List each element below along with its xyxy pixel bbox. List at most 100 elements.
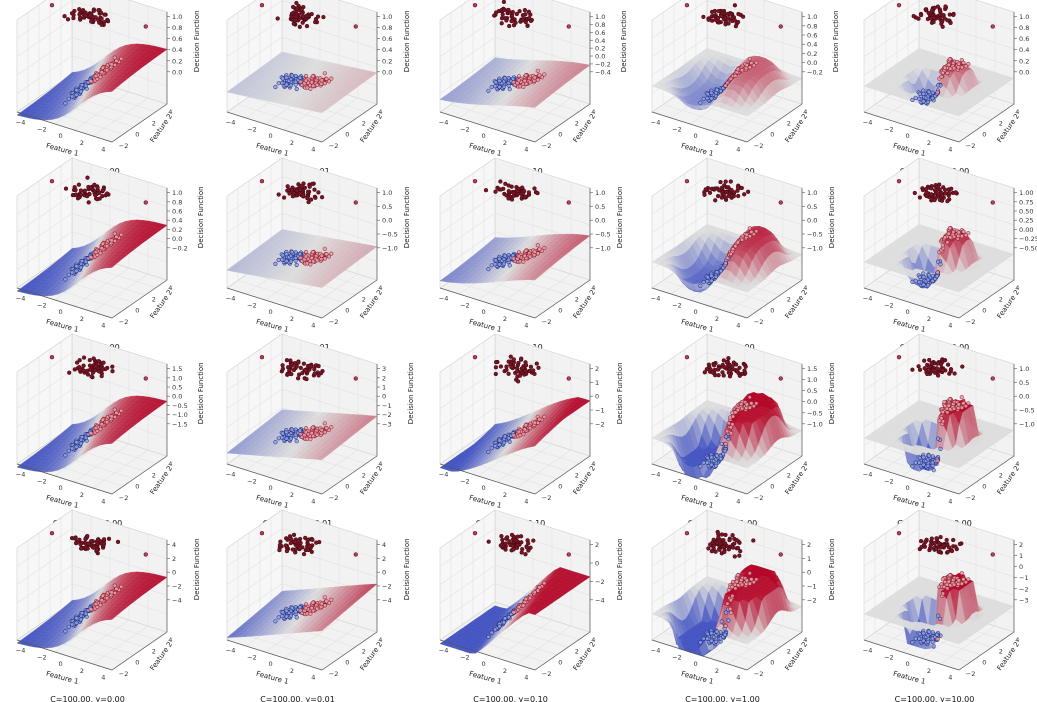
x-tick-label: 2	[715, 139, 719, 147]
x-tick-label: 2	[927, 667, 931, 675]
y-axis-label: Feature 2	[359, 112, 385, 144]
y-tick-label: 2	[152, 647, 156, 655]
y-tick-label: 4	[378, 284, 382, 292]
x-axis-label: Feature 1	[892, 318, 926, 334]
z-tick-label: 0.8	[172, 198, 182, 206]
x-tick-label: −4	[651, 647, 661, 655]
z-tick-label: 1.00	[1019, 189, 1033, 197]
z-tick-label: 0.0	[382, 217, 392, 225]
y-tick-label: 2	[362, 119, 366, 127]
x-tick-label: −4	[439, 647, 449, 655]
z-tick-label: 1.0	[595, 189, 605, 197]
y-tick-label: −2	[754, 494, 764, 502]
x-tick-label: 0	[59, 132, 63, 140]
y-tick-label: −2	[119, 670, 129, 678]
x-tick-label: 0	[59, 660, 63, 668]
x-tick-label: 0	[482, 484, 486, 492]
x-tick-label: 2	[927, 315, 931, 323]
y-tick-label: −2	[329, 142, 339, 150]
z-tick-label: 1	[595, 379, 599, 387]
y-axis-label: Feature 2	[784, 640, 810, 672]
axes	[16, 12, 168, 143]
z-tick-label: 0	[1019, 563, 1023, 571]
subplot-title: C=100.00, γ=0.01	[260, 695, 335, 702]
x-tick-label: −4	[226, 119, 236, 127]
z-tick-label: 0	[382, 569, 386, 577]
z-tick-label: 0.8	[382, 24, 392, 32]
z-tick-label: 0.6	[172, 208, 182, 216]
z-tick-label: 0.2	[172, 57, 182, 65]
y-tick-label: 4	[168, 460, 172, 468]
z-tick-label: 2	[382, 555, 386, 563]
y-tick-label: 0	[558, 307, 562, 315]
axes	[863, 188, 1015, 319]
z-tick-label: 1.0	[595, 13, 605, 21]
x-axis-label: Feature 1	[892, 142, 926, 158]
x-tick-label: −4	[439, 119, 449, 127]
x-tick-label: −2	[884, 125, 894, 133]
z-tick-label: −4	[382, 596, 392, 604]
z-axis-label: Decision Function	[403, 538, 411, 600]
y-tick-label: 0	[135, 307, 139, 315]
x-tick-label: −4	[863, 647, 873, 655]
y-tick-label: 4	[803, 460, 807, 468]
y-tick-label: 2	[999, 471, 1003, 479]
y-tick-label: −2	[754, 142, 764, 150]
y-tick-label: 2	[575, 295, 579, 303]
z-tick-label: 1	[382, 384, 386, 392]
y-tick-label: 2	[787, 471, 791, 479]
z-axis-label: Decision Function	[616, 538, 624, 600]
y-tick-label: 2	[362, 295, 366, 303]
z-tick-label: 1.0	[382, 13, 392, 21]
z-tick-label: −4	[595, 596, 605, 604]
x-tick-label: 2	[80, 139, 84, 147]
y-axis-label: Feature 2	[996, 640, 1022, 672]
z-axis-label: Decision Function	[616, 362, 624, 424]
x-tick-label: 2	[715, 315, 719, 323]
z-tick-label: −3	[1019, 596, 1029, 604]
x-tick-label: −4	[651, 119, 661, 127]
y-tick-label: 0	[135, 659, 139, 667]
y-tick-label: 0	[345, 131, 349, 139]
axes	[863, 12, 1015, 143]
y-tick-label: 4	[168, 636, 172, 644]
x-tick-label: 4	[736, 674, 740, 682]
x-axis-label: Feature 1	[255, 142, 289, 158]
data-points	[472, 0, 571, 93]
x-tick-label: 2	[503, 139, 507, 147]
z-axis-label: Decision Function	[193, 538, 201, 600]
axes	[16, 364, 168, 495]
x-tick-label: 4	[311, 498, 315, 506]
z-tick-label: 0.2	[382, 57, 392, 65]
z-tick-label: 0.5	[595, 203, 605, 211]
z-tick-label: −1	[382, 402, 392, 410]
y-axis-label: Feature 2	[784, 112, 810, 144]
data-points	[684, 179, 783, 288]
y-tick-label: −2	[119, 142, 129, 150]
x-tick-label: 4	[101, 674, 105, 682]
z-tick-label: −1.0	[172, 411, 188, 419]
z-axis-label: Decision Function	[403, 186, 411, 248]
y-tick-label: 4	[591, 108, 595, 116]
z-tick-label: −1	[807, 583, 817, 591]
decision-surface	[226, 51, 378, 114]
z-tick-label: −2	[1019, 585, 1029, 593]
x-tick-label: 2	[80, 315, 84, 323]
y-tick-label: −2	[329, 318, 339, 326]
z-tick-label: −0.2	[807, 68, 823, 76]
axes	[16, 188, 168, 319]
y-tick-label: 0	[982, 659, 986, 667]
z-axis-label: Decision Function	[197, 362, 205, 424]
x-axis-label: Feature 1	[255, 318, 289, 334]
x-axis-label: Feature 1	[468, 670, 502, 686]
x-tick-label: 0	[59, 484, 63, 492]
z-tick-label: −0.50	[1019, 244, 1037, 252]
z-tick-label: 0.4	[382, 46, 392, 54]
y-tick-label: 0	[558, 659, 562, 667]
y-tick-label: 0	[770, 307, 774, 315]
